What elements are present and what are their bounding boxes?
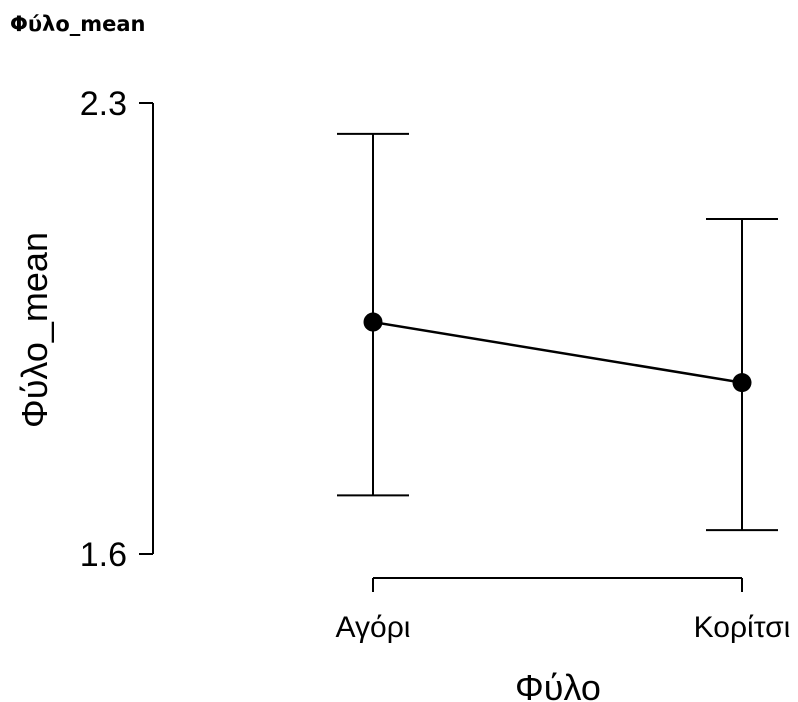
y-axis-label: Φύλο_mean — [14, 232, 55, 428]
data-points — [363, 312, 752, 393]
page-heading: Φύλο_mean — [10, 12, 146, 36]
data-point-0 — [363, 312, 383, 332]
y-tick-label-1: 2.3 — [80, 85, 127, 123]
x-tick-label-0: Αγόρι — [336, 611, 411, 644]
data-point-1 — [732, 373, 752, 393]
x-tick-label-1: Κορίτσι — [694, 611, 791, 644]
series-line — [372, 320, 743, 384]
x-axis-label: Φύλο — [515, 667, 601, 702]
series-lines — [372, 320, 743, 384]
y-axis: 1.6 2.3 — [80, 85, 154, 574]
error-bars — [337, 132, 778, 532]
x-axis: Αγόρι Κορίτσι — [336, 577, 791, 644]
y-tick-label-0: 1.6 — [80, 536, 127, 574]
